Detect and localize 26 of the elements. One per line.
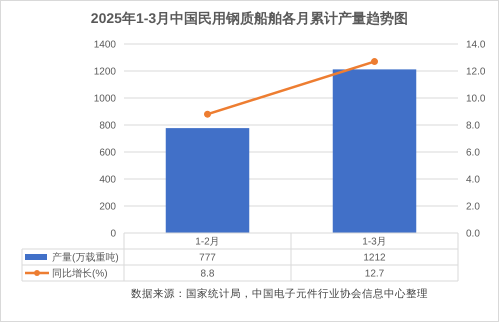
source-note: 数据来源：国家统计局，中国电子元件行业协会信息中心整理 [131,287,428,300]
chart-title: 2025年1-3月中国民用钢质船舶各月累计产量趋势图 [90,10,408,26]
data-label: 12.7 [364,268,385,280]
y-tick-label: 400 [99,174,116,186]
y-tick-label: 1400 [94,40,116,50]
y-tick-label: 0 [110,228,116,240]
y2-tick-label: 6.0 [466,148,480,158]
y-tick-label: 1200 [94,66,116,78]
y-tick-label: 1000 [94,94,116,104]
x-tick-label: 1-2月 [195,236,220,248]
data-label: 8.8 [200,268,215,280]
y2-tick-label: 0.0 [466,228,480,240]
data-label: 1212 [363,252,386,264]
y2-tick-label: 8.0 [466,120,480,132]
y2-tick-label: 2.0 [466,202,480,212]
y-tick-label: 600 [99,148,116,158]
y2-tick-label: 4.0 [466,174,480,186]
y-tick-label: 800 [99,120,116,132]
y2-tick-label: 14.0 [466,40,486,50]
y2-tick-label: 10.0 [466,94,486,104]
x-tick-label: 1-3月 [362,236,387,248]
y2-tick-label: 12.0 [466,66,486,78]
legend-label: 同比增长(%) [52,268,108,280]
y-tick-label: 200 [99,202,116,212]
legend-label: 产量(万载重吨) [52,252,119,264]
data-label: 777 [199,252,216,264]
